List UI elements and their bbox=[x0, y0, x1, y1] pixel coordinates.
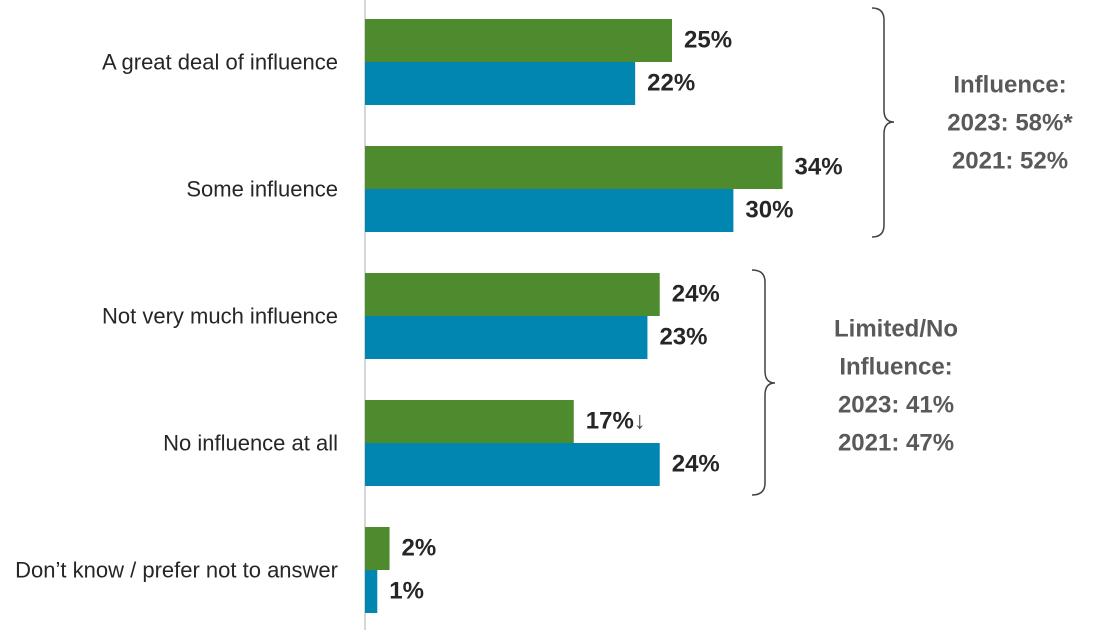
bar bbox=[365, 273, 660, 316]
bar bbox=[365, 62, 636, 105]
value-label-text: 1% bbox=[389, 578, 424, 605]
annotation: Limited/No bbox=[834, 315, 958, 342]
value-label: 22% bbox=[647, 70, 695, 97]
value-label-text: 22% bbox=[647, 70, 695, 97]
value-label-text: 24% bbox=[672, 451, 720, 478]
category-label: Don’t know / prefer not to answer bbox=[15, 557, 338, 583]
bar bbox=[365, 19, 672, 62]
category-label: No influence at all bbox=[163, 430, 338, 456]
value-label-text: 2% bbox=[402, 535, 437, 562]
bar bbox=[365, 146, 783, 189]
bracket bbox=[871, 7, 895, 238]
bar bbox=[365, 400, 574, 443]
value-label: 25% bbox=[684, 27, 732, 54]
value-label-text: 17% bbox=[586, 408, 634, 435]
value-label-text: 30% bbox=[745, 197, 793, 224]
value-label: 23% bbox=[659, 324, 707, 351]
bar bbox=[365, 443, 660, 486]
change-arrow: ↓ bbox=[634, 408, 646, 435]
annotation: Influence: bbox=[953, 71, 1066, 98]
bar bbox=[365, 316, 648, 359]
category-label: Some influence bbox=[186, 176, 338, 202]
annotation: 2021: 47% bbox=[838, 429, 954, 456]
annotation: 2023: 58%* bbox=[947, 109, 1073, 136]
value-label: 2% bbox=[402, 535, 437, 562]
value-label-text: 23% bbox=[659, 324, 707, 351]
annotation: Influence: bbox=[839, 353, 952, 380]
bracket bbox=[751, 269, 776, 496]
value-label: 24% bbox=[672, 281, 720, 308]
value-label: 24% bbox=[672, 451, 720, 478]
category-label: A great deal of influence bbox=[101, 49, 338, 75]
value-label: 30% bbox=[745, 197, 793, 224]
category-label: Not very much influence bbox=[102, 303, 338, 329]
bar bbox=[365, 570, 378, 613]
bar bbox=[365, 189, 734, 232]
value-label-text: 25% bbox=[684, 27, 732, 54]
value-label: 17%↓ bbox=[586, 408, 646, 435]
value-label: 34% bbox=[795, 154, 843, 181]
bar bbox=[365, 527, 390, 570]
value-label-text: 34% bbox=[795, 154, 843, 181]
value-label: 1% bbox=[389, 578, 424, 605]
annotation: 2023: 41% bbox=[838, 391, 954, 418]
annotation: 2021: 52% bbox=[952, 147, 1068, 174]
value-label-text: 24% bbox=[672, 281, 720, 308]
